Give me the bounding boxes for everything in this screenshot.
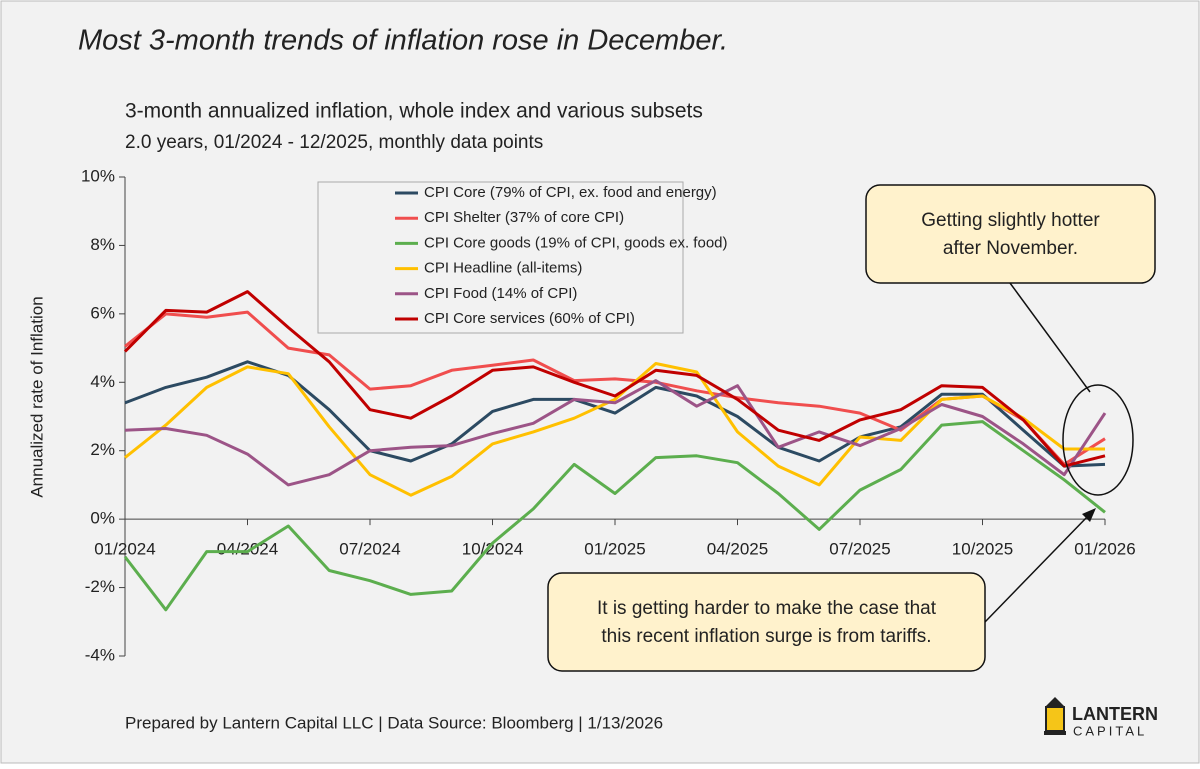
annotation-text: Getting slightly hotter (921, 210, 1100, 231)
chart-title: Most 3-month trends of inflation rose in… (78, 25, 728, 57)
series-line (123, 290, 1106, 468)
x-tick-label: 04/2025 (707, 540, 768, 559)
y-axis-label: Annualized rate of Inflation (27, 296, 46, 497)
x-tick-label: 07/2024 (339, 540, 400, 559)
annotation-box (547, 572, 986, 672)
series-line (124, 379, 1107, 487)
x-tick-label: 01/2024 (94, 540, 155, 559)
logo-text: LANTERN (1072, 704, 1158, 724)
y-tick-label: 6% (90, 303, 115, 322)
series-line (123, 420, 1106, 612)
x-tick-label: 01/2025 (584, 540, 645, 559)
y-tick-label: -4% (85, 645, 115, 664)
legend-label: CPI Food (14% of CPI) (424, 285, 577, 302)
legend-label: CPI Core goods (19% of CPI, goods ex. fo… (424, 234, 728, 251)
y-tick-label: -2% (85, 577, 115, 596)
logo-icon (1046, 697, 1064, 706)
arrow-head (1082, 508, 1096, 522)
y-tick-label: 8% (90, 235, 115, 254)
y-tick-label: 2% (90, 440, 115, 459)
callout-arrow (984, 515, 1089, 623)
annotation-box (865, 184, 1156, 284)
logo-subtext: CAPITAL (1073, 723, 1147, 738)
footer: Prepared by Lantern Capital LLC | Data S… (125, 713, 663, 732)
legend-label: CPI Core (79% of CPI, ex. food and energ… (424, 184, 717, 201)
legend-label: CPI Core services (60% of CPI) (424, 310, 635, 327)
annotation-text: It is getting harder to make the case th… (597, 598, 937, 619)
annotation-text: this recent inflation surge is from tari… (601, 626, 931, 647)
legend-box (317, 181, 684, 334)
logo-icon (1044, 731, 1066, 735)
x-tick-label: 10/2024 (462, 540, 523, 559)
logo-icon (1045, 706, 1065, 732)
series-line (124, 362, 1105, 497)
x-tick-label: 07/2025 (829, 540, 890, 559)
y-tick-label: 0% (90, 509, 115, 528)
logo: LANTERN CAPITAL (1044, 697, 1158, 738)
legend-label: CPI Shelter (37% of core CPI) (424, 209, 624, 226)
annotation-text: after November. (943, 238, 1078, 259)
callout-line (1009, 282, 1091, 393)
legend-label: CPI Headline (all-items) (424, 260, 582, 277)
subtitle-2: 2.0 years, 01/2024 - 12/2025, monthly da… (125, 132, 543, 153)
y-tick-label: 4% (90, 372, 115, 391)
y-tick-label: 10% (81, 166, 115, 185)
x-tick-label: 10/2025 (952, 540, 1013, 559)
x-tick-label: 04/2024 (217, 540, 278, 559)
highlight-ellipse (1062, 384, 1134, 496)
x-tick-label: 01/2026 (1074, 540, 1135, 559)
subtitle: 3-month annualized inflation, whole inde… (125, 100, 703, 123)
